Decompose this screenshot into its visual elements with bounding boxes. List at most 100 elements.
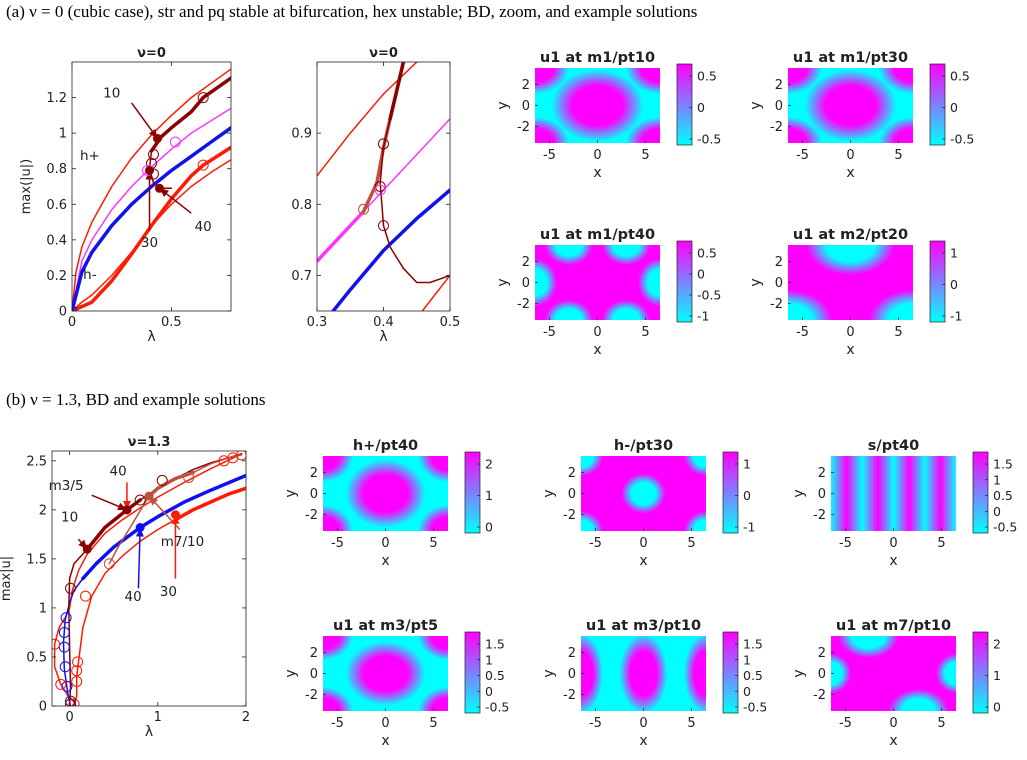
open-marker-8 bbox=[71, 675, 83, 687]
open-marker-2 bbox=[147, 148, 159, 160]
heatmap-blob bbox=[323, 456, 353, 482]
point-marker-2 bbox=[144, 491, 154, 501]
open-marker-1 bbox=[61, 680, 73, 692]
heatmap-title: h+/pt40 bbox=[353, 438, 418, 454]
x-tick-label: 5 bbox=[894, 148, 902, 163]
x-tick-label: 0 bbox=[846, 148, 854, 163]
heatmap-blob bbox=[888, 689, 949, 711]
colorbar-tick-label: 1 bbox=[485, 652, 493, 667]
y-tick-label: 2 bbox=[568, 646, 576, 661]
heatmap-blob bbox=[788, 68, 822, 94]
series-line-3 bbox=[173, 486, 246, 522]
x-tick-label: 1 bbox=[154, 710, 162, 725]
x-tick-label: -5 bbox=[331, 536, 344, 551]
y-tick-label: -2 bbox=[813, 688, 826, 703]
series-line-11 bbox=[192, 454, 243, 474]
heatmap-blob bbox=[831, 653, 851, 694]
colorbar bbox=[464, 451, 481, 534]
arrow-line-5 bbox=[137, 527, 141, 589]
series-line-6 bbox=[68, 548, 89, 706]
heatmap-image bbox=[323, 636, 448, 711]
x-tick-label: 0 bbox=[65, 710, 73, 725]
annotation-label: 40 bbox=[110, 464, 127, 480]
y-tick-label: 0 bbox=[310, 487, 318, 502]
heatmap-title: u1 at m1/pt40 bbox=[540, 227, 655, 243]
colorbar-tick-label: 1 bbox=[485, 488, 493, 503]
colorbar-tick-label: 1.5 bbox=[743, 637, 763, 652]
heatmap-image bbox=[788, 68, 913, 143]
y-tick-label: 2 bbox=[522, 78, 530, 93]
y-axis-label: y bbox=[283, 669, 299, 677]
x-tick-label: 0.5 bbox=[440, 315, 461, 330]
annotation-label: 40 bbox=[195, 219, 212, 235]
heatmap-hm-b1: -5 0 5 2 0 -2 x y h+/pt40 2 1 0 bbox=[283, 438, 493, 569]
y-tick-label: 0 bbox=[310, 667, 318, 682]
heatmap-title: u1 at m1/pt10 bbox=[540, 50, 655, 66]
chart-bd2: 0 1 2 0 0.5 1 1.5 2 2.5 ν=1.3 λ max|u| m3/5 40 10 m7/10… bbox=[0, 435, 250, 740]
point-marker-0 bbox=[82, 544, 92, 554]
open-marker-10 bbox=[72, 656, 84, 668]
y-tick-label: 2 bbox=[818, 466, 826, 481]
heatmap-blob bbox=[602, 300, 651, 320]
y-tick-label: -2 bbox=[563, 508, 576, 523]
open-marker-6 bbox=[52, 638, 61, 650]
y-tick-label: 0.4 bbox=[46, 233, 67, 248]
y-tick-label: -2 bbox=[305, 688, 318, 703]
series-line-6 bbox=[388, 62, 406, 121]
y-axis-label: y bbox=[541, 489, 557, 497]
colorbar-tick-label: -0.5 bbox=[697, 288, 721, 303]
x-tick-label: -5 bbox=[543, 148, 556, 163]
colorbar-tick-label: 0.5 bbox=[993, 488, 1013, 503]
y-axis-label: y bbox=[495, 278, 511, 286]
x-tick-label: 0 bbox=[639, 716, 647, 731]
heatmap-blob bbox=[323, 636, 353, 660]
y-tick-label: 0 bbox=[522, 99, 530, 114]
colorbar-tick-label: 0.5 bbox=[743, 668, 763, 683]
x-tick-label: 5 bbox=[937, 536, 945, 551]
heatmap-title: u1 at m3/pt10 bbox=[586, 618, 701, 634]
open-marker-3 bbox=[358, 203, 370, 215]
point-marker-1 bbox=[145, 165, 155, 175]
heatmap-blob bbox=[879, 68, 913, 94]
y-tick-label: 0.5 bbox=[26, 650, 47, 665]
x-tick-label: 0 bbox=[846, 325, 854, 340]
colorbar-tick-label: -0.5 bbox=[950, 132, 974, 147]
colorbar bbox=[929, 240, 946, 323]
x-tick-label: -5 bbox=[543, 325, 556, 340]
heatmap-blob bbox=[806, 245, 895, 275]
colorbar-tick-label: -0.5 bbox=[485, 700, 509, 715]
colorbar-tick-label: 0 bbox=[950, 100, 958, 115]
open-marker-7 bbox=[55, 678, 67, 690]
x-tick-label: 0 bbox=[593, 325, 601, 340]
annotation-label: h- bbox=[83, 267, 97, 283]
series-line-0 bbox=[317, 62, 418, 177]
plot-content bbox=[317, 62, 450, 311]
colorbar bbox=[676, 240, 693, 323]
y-tick-label: 0 bbox=[818, 487, 826, 502]
heatmap-title: u1 at m3/pt5 bbox=[333, 618, 438, 634]
heatmap-blob bbox=[544, 300, 593, 320]
colorbar-tick-label: 2 bbox=[485, 457, 493, 472]
x-tick-label: -5 bbox=[796, 325, 809, 340]
y-tick-label: -2 bbox=[813, 508, 826, 523]
heatmap-blob bbox=[626, 117, 660, 143]
x-axis-label: x bbox=[889, 733, 897, 749]
x-tick-label: -5 bbox=[796, 148, 809, 163]
colorbar-tick-label: -1 bbox=[950, 309, 962, 324]
annotation-label: h+ bbox=[80, 148, 100, 164]
x-axis-label: x bbox=[846, 165, 854, 181]
x-axis-label: x bbox=[846, 342, 854, 358]
point-marker-1 bbox=[122, 505, 132, 515]
y-axis-label: y bbox=[748, 101, 764, 109]
x-axis-label: λ bbox=[145, 724, 153, 740]
open-marker-17 bbox=[156, 474, 168, 486]
y-tick-label: 0 bbox=[818, 667, 826, 682]
x-tick-label: 0 bbox=[381, 716, 389, 731]
heatmap-blob bbox=[418, 505, 448, 531]
open-marker-2 bbox=[378, 220, 389, 232]
colorbar bbox=[722, 631, 739, 714]
x-tick-label: 5 bbox=[937, 716, 945, 731]
colorbar-tick-label: 0 bbox=[743, 488, 751, 503]
